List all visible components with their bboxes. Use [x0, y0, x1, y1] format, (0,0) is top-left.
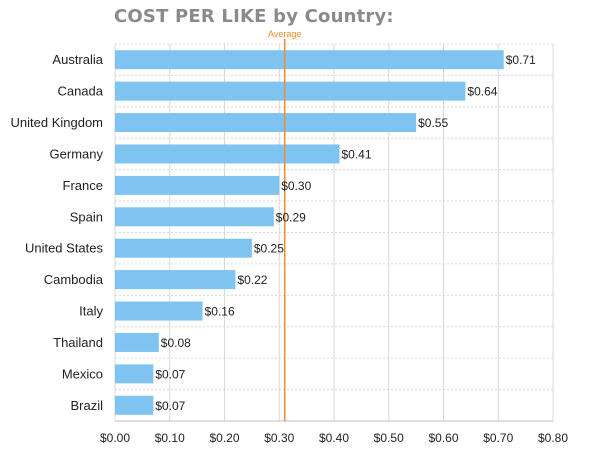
bars	[115, 50, 504, 415]
x-tick-label: $0.60	[428, 431, 458, 445]
bar[interactable]	[115, 175, 280, 195]
data-label: $0.64	[467, 85, 497, 99]
grid-lines	[114, 43, 554, 422]
bar[interactable]	[115, 81, 466, 101]
category-label: Thailand	[53, 335, 103, 350]
bar[interactable]	[115, 144, 340, 164]
category-label: Spain	[70, 209, 103, 224]
bar[interactable]	[115, 364, 154, 384]
data-label: $0.41	[341, 147, 371, 161]
category-label: United Kingdom	[11, 115, 104, 130]
category-label: Italy	[79, 304, 103, 319]
x-tick-label: $0.70	[483, 431, 513, 445]
bar[interactable]	[115, 207, 274, 227]
bar[interactable]	[115, 113, 417, 133]
data-label: $0.25	[254, 242, 284, 256]
data-label: $0.29	[276, 210, 306, 224]
average-label: Average	[268, 29, 301, 39]
category-label: Canada	[57, 84, 103, 99]
labels: Australia $0.71 Canada $0.64 United Kingdom $…	[11, 52, 569, 445]
category-label: Australia	[52, 52, 103, 67]
category-label: Cambodia	[44, 272, 104, 287]
x-tick-label: $0.80	[538, 431, 568, 445]
x-tick-label: $0.20	[209, 431, 239, 445]
bar[interactable]	[115, 238, 252, 258]
category-label: United States	[25, 241, 104, 256]
category-label: Germany	[50, 146, 104, 161]
data-label: $0.55	[418, 116, 448, 130]
bar[interactable]	[115, 301, 203, 321]
x-tick-label: $0.10	[155, 431, 185, 445]
category-label: France	[63, 178, 103, 193]
bar[interactable]	[115, 270, 236, 290]
data-label: $0.71	[506, 53, 536, 67]
data-label: $0.22	[237, 273, 267, 287]
category-label: Brazil	[70, 398, 103, 413]
data-label: $0.07	[155, 399, 185, 413]
category-label: Mexico	[62, 366, 103, 381]
x-tick-label: $0.00	[100, 431, 130, 445]
data-label: $0.07	[155, 367, 185, 381]
bar[interactable]	[115, 332, 159, 352]
bar[interactable]	[115, 395, 154, 415]
chart-title: COST PER LIKE by Country:	[114, 6, 394, 27]
data-label: $0.30	[281, 179, 311, 193]
data-label: $0.08	[161, 336, 191, 350]
bar[interactable]	[115, 50, 504, 70]
average-marker: Average	[268, 29, 301, 421]
x-tick-label: $0.40	[319, 431, 349, 445]
data-label: $0.16	[205, 305, 235, 319]
x-tick-label: $0.50	[374, 431, 404, 445]
x-tick-label: $0.30	[264, 431, 294, 445]
